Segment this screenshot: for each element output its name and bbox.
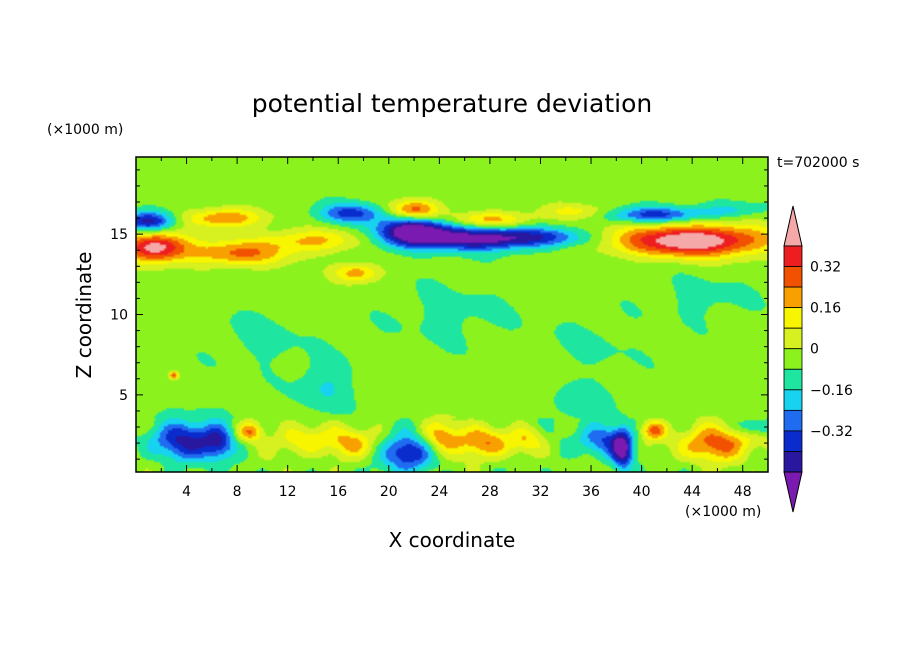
colorbar-tick-label: 0.16 [810, 301, 841, 317]
y-tick-label: 10 [110, 308, 128, 324]
colorbar-tick-label: −0.16 [810, 383, 853, 399]
colorbar-band [783, 307, 803, 329]
colorbar-tick-label: 0.32 [810, 260, 841, 276]
x-axis-title: X coordinate [389, 528, 516, 552]
x-tick-label: 28 [481, 484, 499, 500]
colorbar-band [783, 348, 803, 370]
x-tick-label: 44 [683, 484, 701, 500]
time-label: t=702000 s [777, 155, 859, 171]
colorbar: 0.32 0.16 0 −0.16 −0.32 [783, 205, 853, 513]
chart-title: potential temperature deviation [252, 89, 652, 118]
colorbar-band [783, 368, 803, 391]
x-unit-label: (×1000 m) [685, 504, 761, 520]
colorbar-band [783, 266, 803, 288]
x-tick-label: 16 [329, 484, 347, 500]
colorbar-band [783, 430, 803, 452]
x-tick-label: 40 [633, 484, 651, 500]
x-tick-label: 12 [279, 484, 297, 500]
x-tick-label: 20 [380, 484, 398, 500]
x-tick-label: 4 [182, 484, 191, 500]
x-tick-label: 24 [430, 484, 448, 500]
colorbar-tick-label: 0 [810, 342, 819, 358]
colorbar-band [783, 286, 803, 309]
colorbar-arrow-top [783, 205, 803, 247]
x-tick-label: 36 [582, 484, 600, 500]
colorbar-arrow-bottom [783, 471, 803, 513]
colorbar-band [783, 389, 803, 411]
colorbar-tick-label: −0.32 [810, 424, 853, 440]
x-axis: 4 8 12 16 20 24 28 32 36 40 44 48 [160, 157, 752, 500]
y-unit-label: (×1000 m) [47, 122, 123, 138]
heatmap-field [136, 157, 768, 472]
y-axis-title: Z coordinate [72, 252, 96, 379]
colorbar-band [783, 327, 803, 350]
plot-frame [135, 156, 769, 473]
y-tick-label: 15 [110, 227, 128, 243]
x-tick-label: 32 [532, 484, 550, 500]
colorbar-band [783, 409, 803, 432]
x-tick-label: 48 [734, 484, 752, 500]
colorbar-band [783, 245, 803, 267]
x-tick-label: 8 [233, 484, 242, 500]
y-tick-label: 5 [119, 388, 128, 404]
colorbar-band [783, 451, 803, 473]
